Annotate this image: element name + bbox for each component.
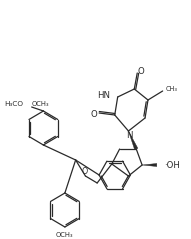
- Text: H₃CO: H₃CO: [4, 101, 23, 107]
- Text: HN: HN: [97, 92, 110, 101]
- Text: CH₃: CH₃: [166, 86, 178, 92]
- Text: OCH₃: OCH₃: [32, 101, 49, 107]
- Text: ·OH: ·OH: [165, 162, 180, 170]
- Text: O: O: [91, 109, 98, 119]
- Text: O: O: [138, 66, 145, 76]
- Text: N: N: [126, 131, 133, 141]
- Polygon shape: [142, 163, 157, 167]
- Polygon shape: [128, 131, 138, 150]
- Text: OCH₃: OCH₃: [56, 232, 74, 238]
- Text: O: O: [81, 167, 87, 175]
